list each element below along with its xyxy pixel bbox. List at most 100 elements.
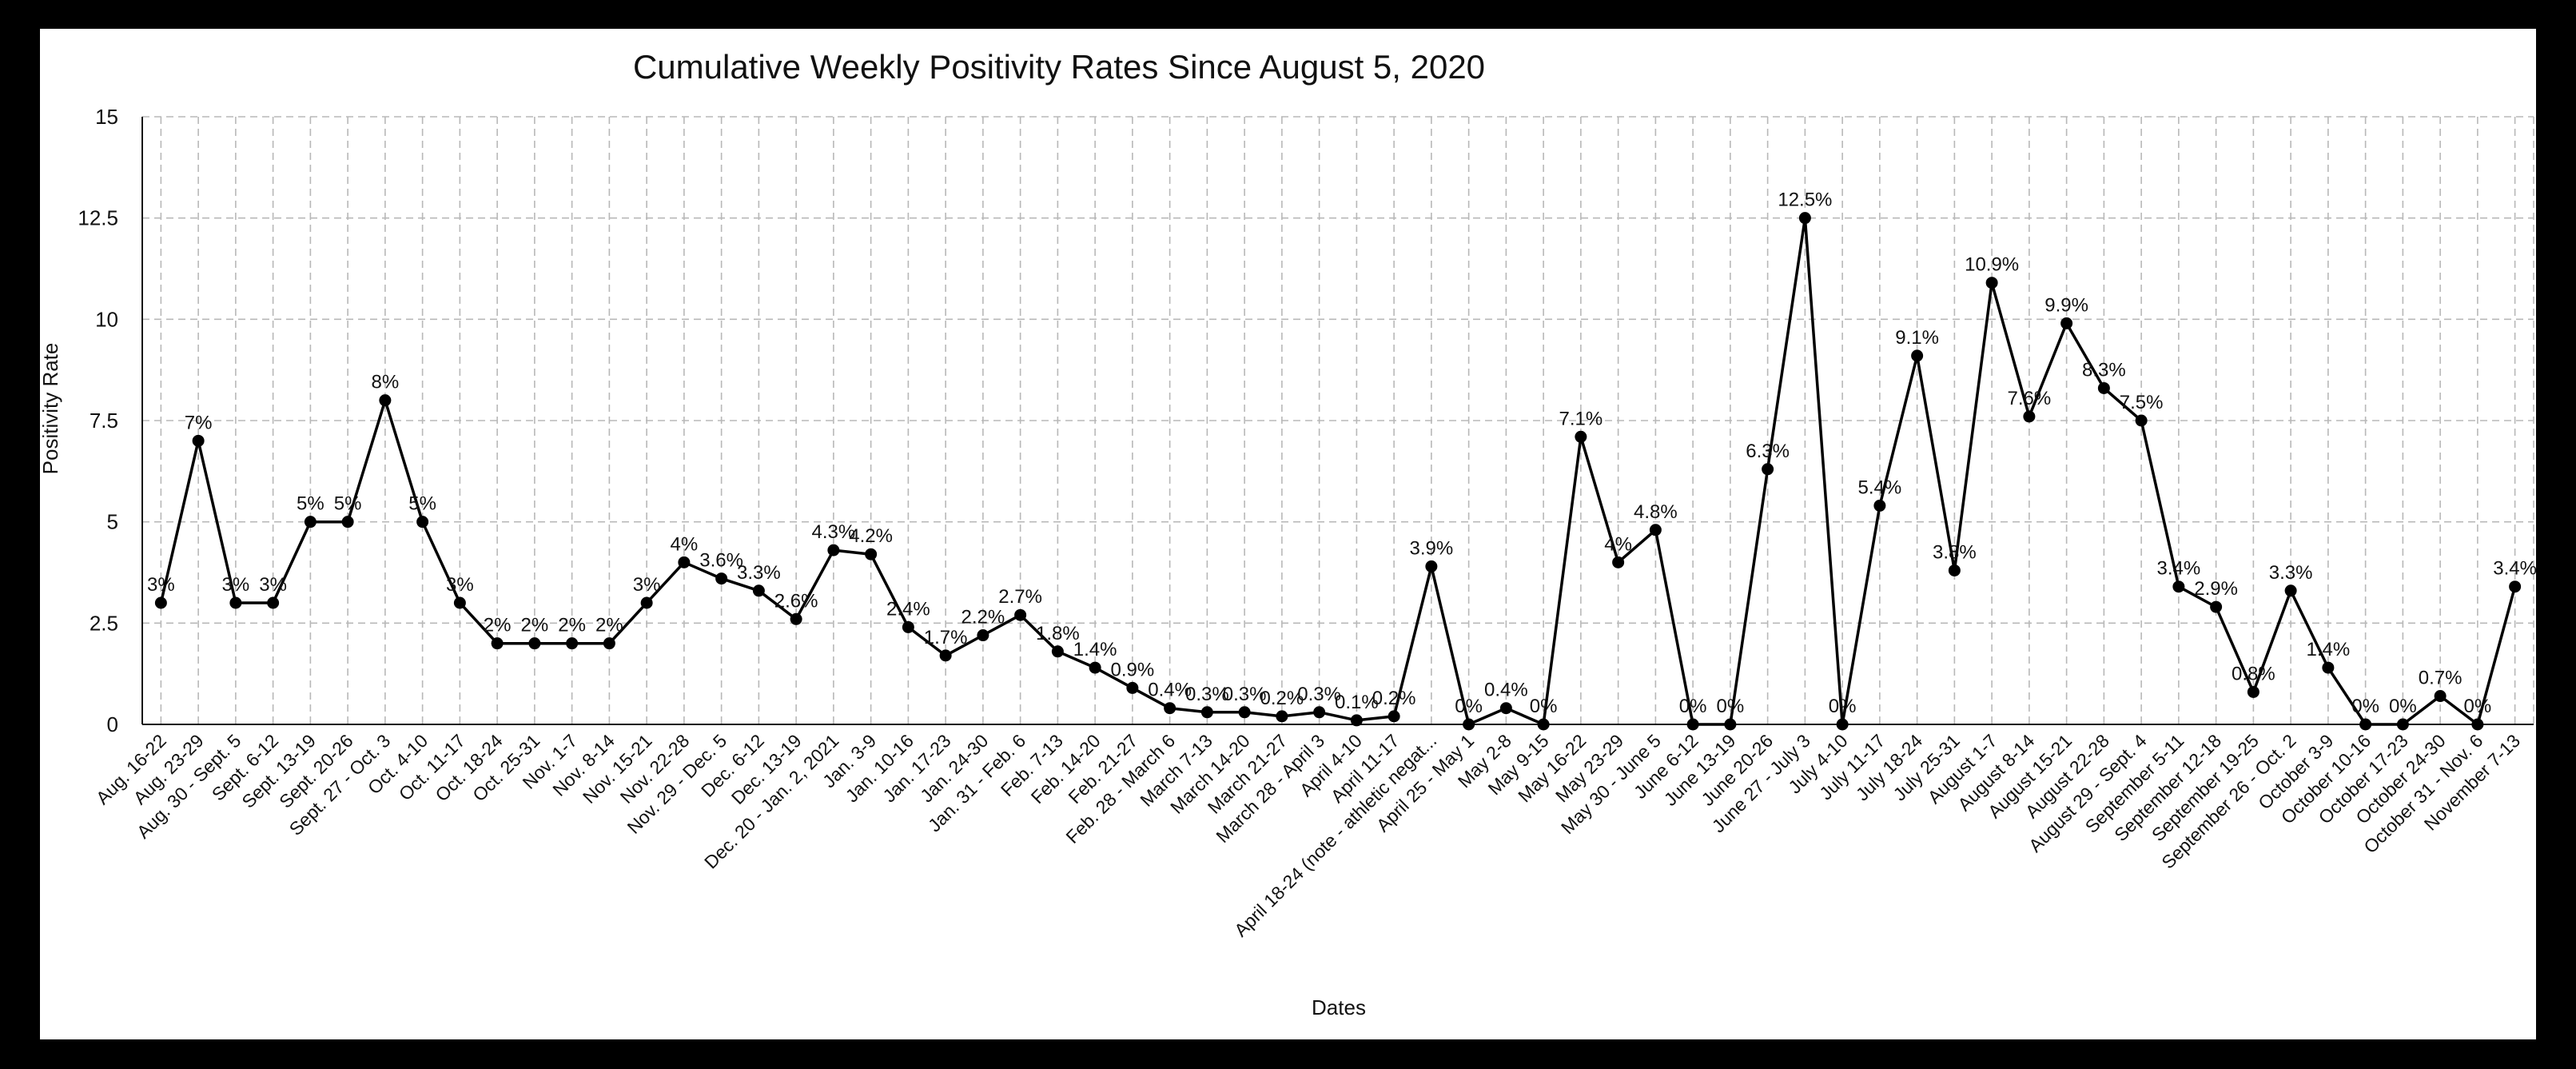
- data-point: [453, 596, 466, 609]
- data-point: [2247, 685, 2259, 698]
- y-tick-label: 0: [107, 712, 118, 736]
- data-label: 0.3%: [1297, 684, 1341, 705]
- data-label: 5.4%: [1858, 477, 1902, 498]
- data-label: 4%: [671, 533, 699, 555]
- data-point: [2509, 580, 2522, 593]
- data-point: [1985, 277, 1998, 289]
- data-label: 1.8%: [1036, 623, 1080, 644]
- data-label: 2.2%: [962, 607, 1005, 628]
- data-point: [1388, 710, 1400, 723]
- data-point: [1537, 718, 1550, 731]
- y-tick-label: 5: [107, 510, 118, 534]
- data-label: 0.2%: [1260, 688, 1304, 709]
- data-point: [1686, 718, 1699, 731]
- data-label: 2.7%: [998, 586, 1042, 608]
- data-label: 2%: [484, 615, 512, 636]
- data-label: 0.4%: [1484, 680, 1528, 701]
- data-label: 0.8%: [2232, 663, 2275, 684]
- data-label: 9.1%: [1895, 327, 1939, 349]
- data-point: [827, 544, 840, 556]
- data-point: [1798, 212, 1811, 225]
- data-point: [1276, 710, 1288, 723]
- y-tick-label: 7.5: [90, 409, 118, 433]
- data-label: 12.5%: [1778, 189, 1832, 211]
- data-point: [2396, 718, 2409, 731]
- data-point: [790, 612, 802, 625]
- data-label: 3.6%: [699, 550, 743, 572]
- data-point: [902, 620, 914, 633]
- data-point: [154, 596, 167, 609]
- data-point: [1350, 714, 1363, 727]
- y-tick-label: 2.5: [90, 611, 118, 635]
- data-label: 0%: [1829, 696, 1857, 717]
- data-point: [341, 516, 354, 529]
- y-tick-label: 10: [95, 307, 118, 331]
- data-label: 3%: [633, 574, 661, 596]
- data-label: 0%: [1679, 696, 1707, 717]
- data-label: 4.3%: [812, 521, 856, 543]
- y-tick-label: 15: [95, 105, 118, 129]
- data-point: [2284, 584, 2297, 597]
- data-label: 5%: [408, 493, 436, 515]
- data-point: [1238, 706, 1251, 719]
- data-point: [640, 596, 653, 609]
- data-label: 7.1%: [1559, 408, 1603, 429]
- data-point: [865, 548, 878, 560]
- data-label: 1.4%: [1073, 639, 1117, 660]
- data-label: 0%: [1530, 696, 1558, 717]
- data-label: 7%: [185, 412, 213, 433]
- data-point: [1873, 499, 1886, 512]
- data-label: 3.4%: [2157, 558, 2201, 580]
- data-point: [2023, 410, 2036, 423]
- data-point: [2471, 718, 2484, 731]
- data-label: 5%: [334, 493, 362, 515]
- data-label: 2.6%: [774, 590, 818, 612]
- data-point: [603, 637, 615, 650]
- data-point: [1575, 430, 1587, 443]
- data-label: 0%: [2464, 696, 2492, 717]
- data-label: 4%: [1604, 533, 1632, 555]
- data-point: [2210, 600, 2223, 613]
- axes: [141, 117, 2534, 725]
- x-axis-title: Dates: [1312, 995, 1366, 1019]
- data-label: 8.3%: [2082, 359, 2126, 381]
- data-point: [1126, 681, 1139, 694]
- data-point: [1463, 718, 1475, 731]
- data-point: [1313, 706, 1326, 719]
- data-point: [1051, 645, 1064, 658]
- data-point: [1014, 608, 1027, 621]
- data-point: [2097, 381, 2110, 394]
- data-point: [304, 516, 317, 529]
- data-point: [1762, 463, 1774, 476]
- series-line: [159, 216, 2517, 726]
- data-point: [379, 394, 392, 407]
- data-label: 1.4%: [2307, 639, 2351, 660]
- data-label: 0%: [2389, 696, 2417, 717]
- data-point: [192, 434, 205, 447]
- data-label: 0%: [1455, 696, 1483, 717]
- data-label: 0.2%: [1372, 688, 1416, 709]
- data-label: 4.8%: [1634, 501, 1678, 523]
- y-axis-title: Positivity Rate: [40, 343, 62, 475]
- data-label: 0.7%: [2419, 668, 2463, 689]
- data-label: 0.4%: [1148, 680, 1192, 701]
- data-point: [1425, 560, 1438, 572]
- data-point: [2135, 414, 2148, 427]
- data-label: 3%: [446, 574, 474, 596]
- data-point: [1911, 349, 1924, 362]
- data-point: [416, 516, 429, 529]
- data-label: 3.9%: [1410, 537, 1454, 559]
- data-label: 10.9%: [1965, 254, 2019, 276]
- line-chart: Cumulative Weekly Positivity Rates Since…: [40, 48, 2536, 1019]
- data-label: 0.3%: [1185, 684, 1229, 705]
- y-tick-label: 12.5: [78, 206, 118, 230]
- data-label: 7.6%: [2008, 388, 2052, 409]
- data-label: 2%: [558, 615, 586, 636]
- data-point: [715, 572, 728, 585]
- data-label: 9.9%: [2044, 294, 2088, 316]
- data-point: [1948, 564, 1961, 576]
- chart-title: Cumulative Weekly Positivity Rates Since…: [633, 48, 1485, 86]
- data-label: 3%: [147, 574, 175, 596]
- data-label: 3.8%: [1933, 541, 1977, 563]
